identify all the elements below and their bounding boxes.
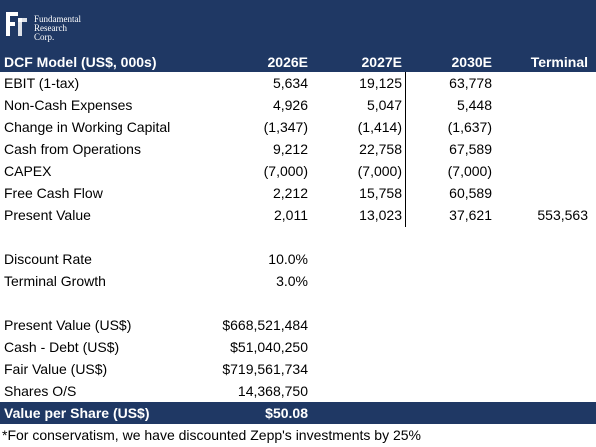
cell-value: (7,000) — [357, 163, 402, 179]
cell-value: 553,563 — [537, 207, 588, 223]
assumption-row: Discount Rate 10.0% — [0, 248, 596, 270]
row-label: Free Cash Flow — [4, 185, 103, 201]
table-row: Change in Working Capital (1,347) (1,414… — [0, 116, 596, 138]
cell-value: 5,448 — [456, 97, 492, 113]
row-label: CAPEX — [4, 163, 52, 179]
assumption-value: 10.0% — [268, 251, 308, 267]
cell-value: 63,778 — [449, 75, 492, 91]
valuation-row: Fair Value (US$) $719,561,734 — [0, 358, 596, 380]
assumption-label: Discount Rate — [4, 251, 92, 267]
cell-value: 22,758 — [359, 141, 402, 157]
valuation-label: Fair Value (US$) — [4, 361, 108, 377]
value-per-share-label: Value per Share (US$) — [4, 405, 150, 421]
valuation-value: $51,040,250 — [230, 339, 308, 355]
valuation-label: Cash - Debt (US$) — [4, 339, 120, 355]
cell-value: 60,589 — [449, 185, 492, 201]
row-label: Change in Working Capital — [4, 119, 171, 135]
cell-value: 5,047 — [366, 97, 402, 113]
col-header-terminal: Terminal — [530, 54, 588, 70]
cell-value: (7,000) — [263, 163, 308, 179]
footnote: *For conservatism, we have discounted Ze… — [2, 427, 421, 443]
assumption-value: 3.0% — [276, 273, 308, 289]
cell-value: 13,023 — [359, 207, 402, 223]
row-label: Present Value — [4, 207, 91, 223]
cell-value: (1,414) — [357, 119, 402, 135]
table-row: Cash from Operations 9,212 22,758 67,589 — [0, 138, 596, 160]
valuation-row: Shares O/S 14,368,750 — [0, 380, 596, 402]
valuation-label: Present Value (US$) — [4, 317, 132, 333]
cell-value: (7,000) — [447, 163, 492, 179]
row-label: EBIT (1-tax) — [4, 75, 80, 91]
cell-value: 2,011 — [274, 207, 308, 223]
row-label: Non-Cash Expenses — [4, 97, 133, 113]
valuation-value: $719,561,734 — [222, 361, 308, 377]
logo-line-2: Research — [34, 23, 67, 33]
table-row: Present Value 2,011 13,023 37,621 553,56… — [0, 204, 596, 226]
cell-value: 37,621 — [449, 207, 492, 223]
value-per-share-value: $50.08 — [265, 405, 308, 421]
logo-line-1: Fundamental — [34, 14, 81, 24]
col-header-2027e: 2027E — [361, 54, 402, 70]
cell-value: (1,637) — [447, 119, 492, 135]
company-logo: Fundamental Research Corp. — [2, 7, 106, 45]
valuation-value: 14,368,750 — [237, 383, 308, 399]
table-header: DCF Model (US$, 000s) 2026E 2027E 2030E … — [0, 50, 596, 72]
table-row: CAPEX (7,000) (7,000) (7,000) — [0, 160, 596, 182]
column-divider — [405, 72, 406, 227]
table-row: EBIT (1-tax) 5,634 19,125 63,778 — [0, 72, 596, 94]
table-row: Free Cash Flow 2,212 15,758 60,589 — [0, 182, 596, 204]
table-title: DCF Model (US$, 000s) — [4, 54, 157, 70]
valuation-row: Present Value (US$) $668,521,484 — [0, 314, 596, 336]
table-row: Non-Cash Expenses 4,926 5,047 5,448 — [0, 94, 596, 116]
logo-line-3: Corp. — [34, 32, 55, 42]
cell-value: 4,926 — [272, 97, 308, 113]
assumption-label: Terminal Growth — [4, 273, 106, 289]
cell-value: 19,125 — [359, 75, 402, 91]
logo-mark-icon — [6, 12, 27, 36]
valuation-label: Shares O/S — [4, 383, 77, 399]
row-label: Cash from Operations — [4, 141, 141, 157]
valuation-row: Cash - Debt (US$) $51,040,250 — [0, 336, 596, 358]
cell-value: 67,589 — [449, 141, 492, 157]
valuation-value: $668,521,484 — [222, 317, 308, 333]
cell-value: 9,212 — [272, 141, 308, 157]
cell-value: 5,634 — [272, 75, 308, 91]
col-header-2026e: 2026E — [267, 54, 308, 70]
value-per-share-row: Value per Share (US$) $50.08 — [0, 402, 596, 424]
cell-value: (1,347) — [263, 119, 308, 135]
assumption-row: Terminal Growth 3.0% — [0, 270, 596, 292]
col-header-2030e: 2030E — [451, 54, 492, 70]
cell-value: 15,758 — [359, 185, 402, 201]
logo-name: Fundamental Research Corp. — [34, 15, 81, 42]
logo-band: Fundamental Research Corp. — [0, 0, 596, 50]
cell-value: 2,212 — [272, 185, 308, 201]
